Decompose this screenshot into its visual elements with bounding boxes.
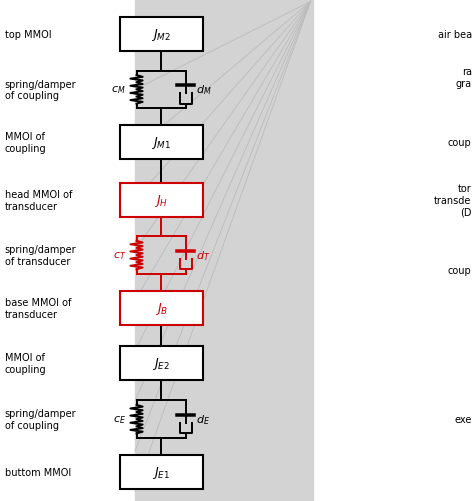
Bar (120, 291, 203, 325)
Text: coup: coup (448, 138, 472, 148)
Bar (135, 0, 313, 501)
Text: spring/damper
of coupling: spring/damper of coupling (5, 79, 76, 101)
Bar (120, 126, 203, 160)
Text: exe: exe (454, 414, 472, 424)
Text: $J_B$: $J_B$ (155, 300, 168, 316)
Text: $J_{M2}$: $J_{M2}$ (151, 27, 171, 43)
Text: $c_{E}$: $c_{E}$ (113, 413, 126, 425)
Text: $d_{T}$: $d_{T}$ (196, 248, 210, 263)
Text: $d_{E}$: $d_{E}$ (196, 412, 210, 426)
Bar (120, 183, 203, 217)
Bar (120, 455, 203, 489)
Text: base MMOI of
transducer: base MMOI of transducer (5, 297, 71, 319)
Text: buttom MMOI: buttom MMOI (5, 467, 71, 477)
Text: $c_{T}$: $c_{T}$ (113, 249, 126, 262)
Text: MMOI of
coupling: MMOI of coupling (5, 132, 46, 154)
Text: MMOI of
coupling: MMOI of coupling (5, 352, 46, 374)
Bar (120, 346, 203, 380)
Text: coup: coup (448, 266, 472, 276)
Text: head MMOI of
transducer: head MMOI of transducer (5, 189, 72, 211)
Text: $J_H$: $J_H$ (154, 192, 168, 208)
Text: $J_{E1}$: $J_{E1}$ (152, 464, 170, 480)
Text: spring/damper
of coupling: spring/damper of coupling (5, 408, 76, 430)
Bar (120, 18, 203, 52)
Text: $d_{M}$: $d_{M}$ (196, 83, 212, 97)
Text: $J_{E2}$: $J_{E2}$ (152, 355, 170, 371)
Text: $c_{M}$: $c_{M}$ (111, 84, 126, 96)
Text: tor
transde
(D: tor transde (D (434, 184, 472, 217)
Text: top MMOI: top MMOI (5, 30, 51, 40)
Text: air bea: air bea (438, 30, 472, 40)
Text: ra
gra: ra gra (456, 67, 472, 89)
Text: spring/damper
of transducer: spring/damper of transducer (5, 244, 76, 267)
Text: $J_{M1}$: $J_{M1}$ (151, 135, 171, 151)
